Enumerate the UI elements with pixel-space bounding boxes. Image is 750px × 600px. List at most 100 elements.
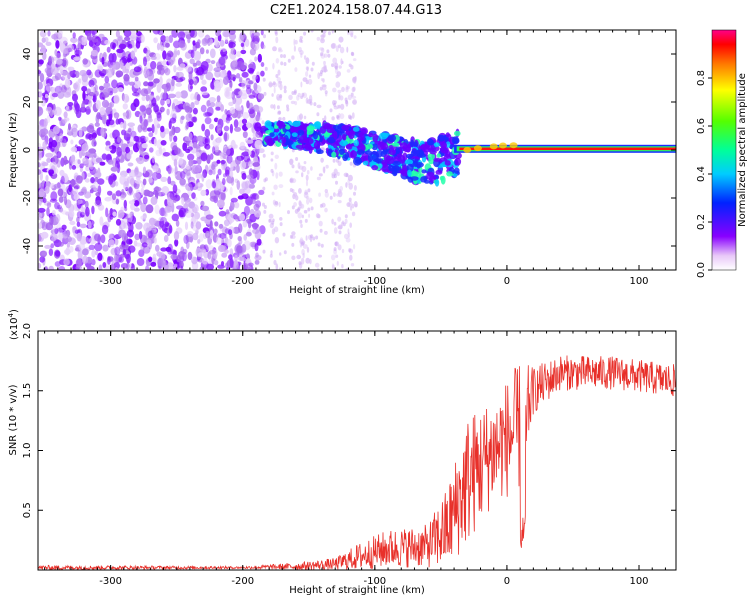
noise-blob	[345, 173, 349, 178]
noise-blob	[212, 146, 216, 155]
noise-blob	[291, 55, 295, 60]
noise-blob	[318, 173, 323, 177]
noise-blob	[341, 86, 345, 93]
noise-blob	[214, 221, 219, 227]
noise-blob	[91, 259, 96, 266]
colorbar-tick-label: 0.6	[696, 118, 707, 134]
noise-blob	[189, 58, 195, 65]
noise-blob	[59, 169, 65, 177]
noise-blob	[270, 250, 273, 255]
noise-blob	[303, 209, 308, 214]
noise-blob	[139, 110, 145, 116]
noise-blob	[293, 45, 296, 52]
noise-blob	[67, 66, 75, 72]
signal-blob	[420, 176, 428, 183]
noise-blob	[319, 228, 323, 233]
colorbar-tick-label: 0.0	[696, 262, 707, 278]
noise-blob	[156, 42, 161, 51]
noise-blob	[303, 161, 307, 165]
noise-blob	[141, 242, 148, 248]
noise-blob	[47, 30, 51, 37]
noise-blob	[301, 165, 307, 173]
noise-blob	[210, 60, 216, 65]
noise-blob	[276, 105, 280, 110]
noise-blob	[118, 43, 127, 50]
noise-blob	[58, 241, 64, 247]
noise-blob	[228, 101, 234, 107]
noise-blob	[319, 203, 323, 208]
noise-blob	[220, 191, 226, 202]
noise-blob	[233, 119, 239, 128]
noise-blob	[180, 265, 184, 270]
noise-blob	[179, 171, 186, 179]
noise-blob	[195, 60, 202, 66]
noise-blob	[300, 81, 303, 88]
noise-blob	[235, 264, 240, 270]
noise-blob	[345, 84, 349, 91]
noise-blob	[114, 181, 119, 187]
noise-blob	[160, 35, 167, 43]
signal-blob	[333, 141, 338, 149]
noise-blob	[101, 56, 105, 65]
signal-blob	[306, 125, 315, 132]
noise-blob	[237, 91, 243, 96]
noise-blob	[290, 100, 296, 105]
noise-blob	[205, 179, 213, 189]
noise-blob	[145, 107, 152, 115]
signal-blob	[285, 125, 291, 130]
noise-blob	[301, 214, 304, 219]
noise-blob	[185, 113, 193, 122]
noise-blob	[109, 101, 114, 108]
noise-blob	[91, 205, 95, 215]
signal-blob	[395, 147, 401, 155]
noise-blob	[263, 205, 267, 209]
noise-blob	[230, 170, 234, 178]
noise-blob	[52, 226, 59, 232]
noise-blob	[298, 188, 302, 194]
noise-blob	[213, 67, 222, 72]
noise-blob	[287, 210, 290, 215]
noise-blob	[50, 147, 55, 152]
noise-blob	[48, 169, 54, 175]
noise-blob	[196, 94, 201, 102]
signal-blob	[352, 126, 360, 132]
noise-blob	[236, 245, 243, 254]
noise-blob	[100, 72, 105, 78]
noise-blob	[103, 82, 111, 90]
noise-blob	[219, 232, 227, 239]
noise-blob	[46, 78, 54, 87]
noise-blob	[122, 112, 127, 117]
noise-blob	[350, 206, 353, 211]
signal-blob	[401, 164, 408, 174]
noise-blob	[102, 244, 109, 252]
noise-blob	[213, 260, 219, 266]
noise-blob	[209, 101, 216, 108]
noise-blob	[200, 104, 207, 113]
noise-blob	[301, 242, 304, 246]
noise-blob	[94, 233, 101, 242]
noise-blob	[173, 135, 178, 142]
noise-blob	[258, 189, 265, 195]
noise-blob	[99, 216, 104, 226]
noise-blob	[127, 245, 136, 253]
noise-blob	[192, 62, 197, 67]
noise-blob	[173, 231, 180, 241]
noise-blob	[305, 174, 309, 181]
noise-blob	[336, 71, 341, 77]
noise-blob	[262, 202, 265, 207]
noise-blob	[170, 108, 177, 118]
noise-blob	[222, 146, 231, 156]
noise-blob	[180, 90, 189, 99]
noise-blob	[179, 178, 186, 186]
noise-blob	[52, 209, 56, 216]
noise-blob	[241, 80, 246, 89]
noise-blob	[224, 36, 229, 44]
noise-blob	[88, 100, 93, 108]
noise-blob	[38, 162, 41, 168]
noise-blob	[125, 262, 130, 270]
noise-blob	[240, 65, 248, 70]
noise-blob	[49, 183, 55, 189]
spectrogram-noise	[38, 30, 358, 270]
noise-blob	[156, 111, 162, 119]
noise-blob	[282, 116, 286, 121]
